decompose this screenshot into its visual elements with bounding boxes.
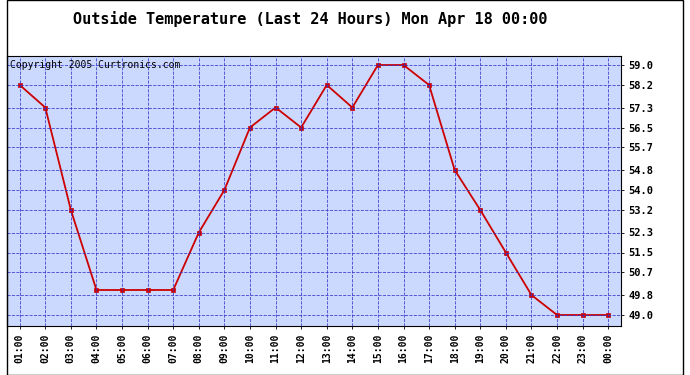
Text: Copyright 2005 Curtronics.com: Copyright 2005 Curtronics.com — [10, 60, 180, 70]
Text: Outside Temperature (Last 24 Hours) Mon Apr 18 00:00: Outside Temperature (Last 24 Hours) Mon … — [73, 11, 548, 27]
